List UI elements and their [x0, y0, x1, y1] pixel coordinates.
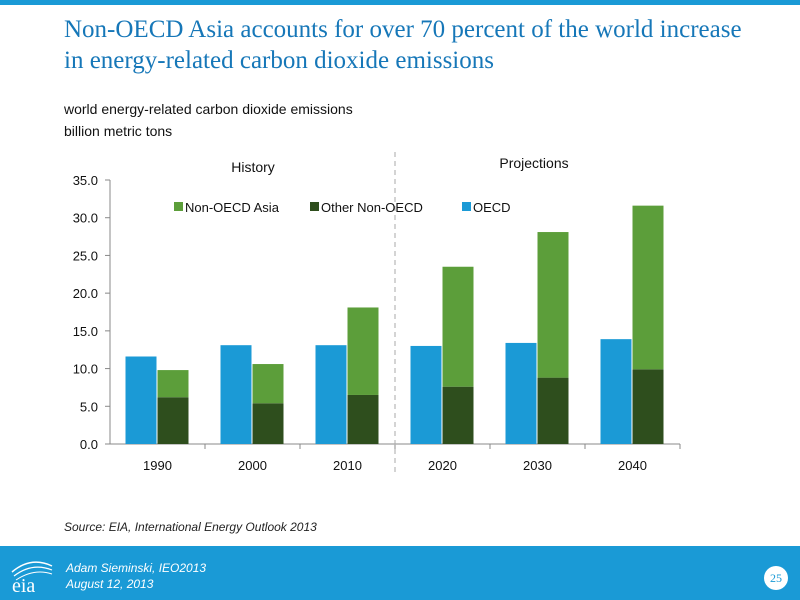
x-tick-label: 2040 [618, 458, 647, 473]
page-number: 25 [764, 566, 788, 590]
footer-text: Adam Sieminski, IEO2013 August 12, 2013 [66, 560, 206, 592]
svg-text:eia: eia [12, 575, 35, 596]
y-tick-label: 20.0 [73, 286, 98, 301]
footer-date: August 12, 2013 [66, 577, 154, 591]
source-note: Source: EIA, International Energy Outloo… [64, 520, 317, 534]
y-tick-label: 5.0 [80, 399, 98, 414]
bar-other-non-oecd [347, 394, 379, 444]
emissions-chart: 0.0 5.0 10.0 15.0 20.0 25.0 30.0 35.0 1990 2000 20… [73, 152, 681, 474]
projections-label: Projections [499, 155, 568, 171]
y-tick-label: 30.0 [73, 211, 98, 226]
x-tick-label: 2010 [333, 458, 362, 473]
legend-swatch [174, 202, 183, 211]
bar-oecd [600, 339, 632, 444]
bar-oecd [410, 345, 442, 444]
bar-oecd [315, 345, 347, 444]
bar-other-non-oecd [442, 386, 474, 444]
bar-oecd [505, 342, 537, 444]
footer-author: Adam Sieminski, IEO2013 [66, 561, 207, 575]
subtitle-measure: world energy-related carbon dioxide emis… [64, 101, 353, 117]
bar-non-oecd-asia [157, 370, 189, 398]
bar-non-oecd-asia [537, 232, 569, 378]
bar-other-non-oecd [252, 403, 284, 444]
bar-oecd [125, 356, 157, 444]
bar-oecd [220, 345, 252, 444]
legend-swatch [310, 202, 319, 211]
bar-other-non-oecd [157, 397, 189, 444]
bar-other-non-oecd [632, 369, 664, 444]
y-tick-label: 10.0 [73, 362, 98, 377]
y-tick-label: 25.0 [73, 248, 98, 263]
bar-non-oecd-asia [252, 364, 284, 404]
legend-label: Other Non-OECD [321, 200, 423, 215]
x-tick-label: 2030 [523, 458, 552, 473]
slide-title: Non-OECD Asia accounts for over 70 perce… [64, 16, 742, 74]
history-label: History [231, 159, 275, 175]
bar-non-oecd-asia [632, 205, 664, 370]
bar-non-oecd-asia [347, 307, 379, 395]
y-tick-label: 15.0 [73, 324, 98, 339]
x-tick-label: 2000 [238, 458, 267, 473]
eia-logo: eia [11, 561, 53, 596]
x-tick-label: 1990 [143, 458, 172, 473]
footer-bar: eia Adam Sieminski, IEO2013 August 12, 2… [0, 546, 800, 600]
y-tick-label: 0.0 [80, 437, 98, 452]
x-tick-label: 2020 [428, 458, 457, 473]
bar-other-non-oecd [537, 377, 569, 444]
top-accent-bar [0, 0, 800, 5]
chart-subtitle: world energy-related carbon dioxide emis… [64, 98, 353, 142]
legend-swatch [462, 202, 471, 211]
y-tick-label: 35.0 [73, 173, 98, 188]
legend-label: OECD [473, 200, 511, 215]
subtitle-units: billion metric tons [64, 123, 173, 139]
bar-non-oecd-asia [442, 266, 474, 387]
legend-label: Non-OECD Asia [185, 200, 280, 215]
